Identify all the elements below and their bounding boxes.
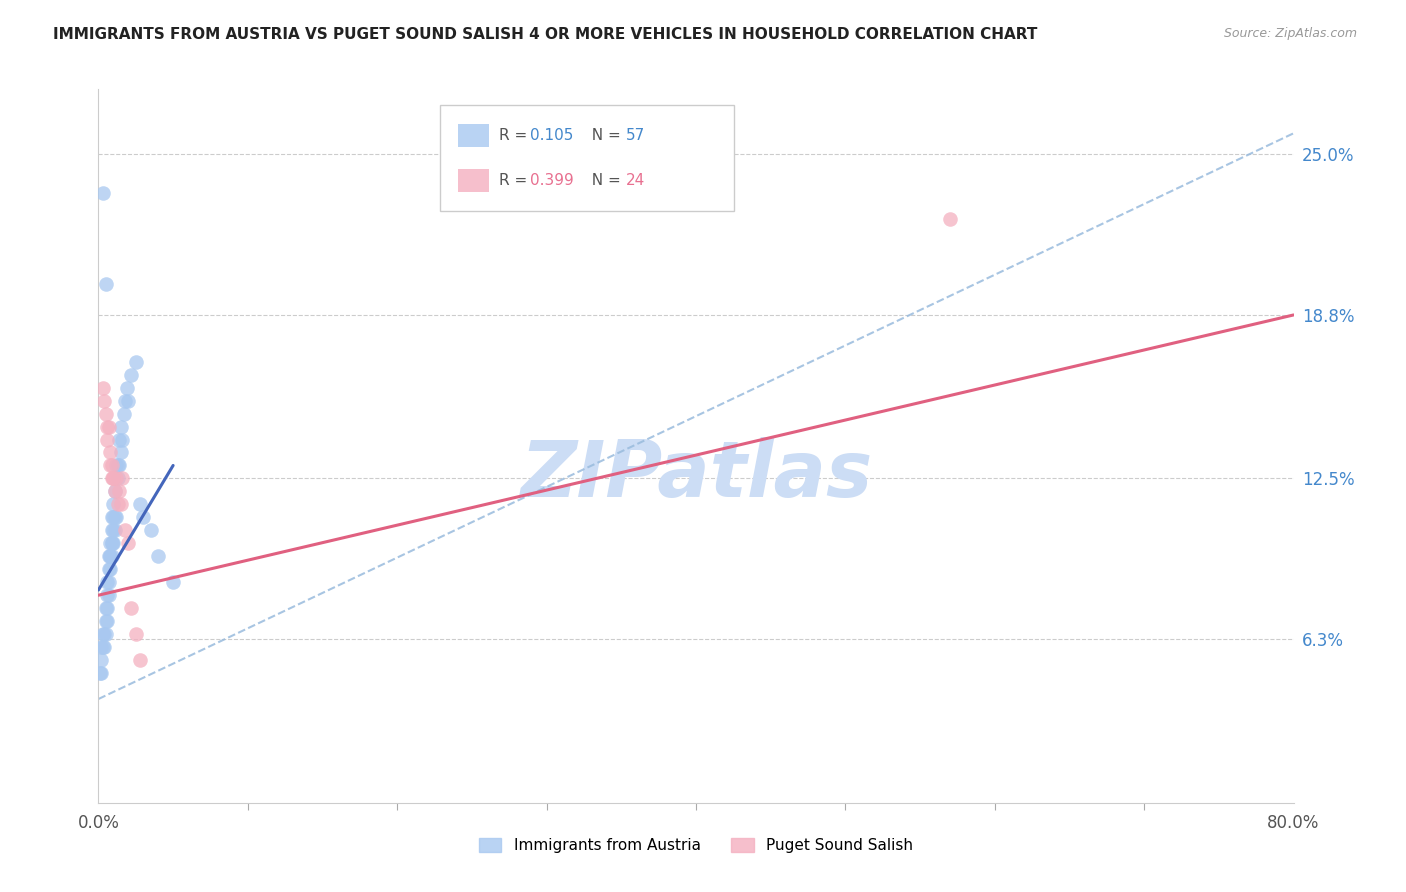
Point xyxy=(110,497,132,511)
Point xyxy=(98,549,122,564)
Point xyxy=(101,524,124,538)
Point xyxy=(98,536,122,550)
Point xyxy=(98,445,122,459)
Point xyxy=(101,549,124,564)
Point xyxy=(97,549,120,564)
Point xyxy=(105,510,128,524)
Point xyxy=(111,433,134,447)
Point xyxy=(104,524,127,538)
Point xyxy=(108,484,131,499)
Point xyxy=(96,419,118,434)
Point xyxy=(94,277,117,291)
Point xyxy=(91,186,114,200)
Point xyxy=(97,588,120,602)
Point xyxy=(97,575,120,590)
Point xyxy=(104,484,127,499)
Point xyxy=(104,484,127,499)
Point xyxy=(162,575,184,590)
Point xyxy=(93,627,115,641)
Point xyxy=(103,471,125,485)
Point xyxy=(89,666,111,681)
Text: 57: 57 xyxy=(626,128,645,144)
Point xyxy=(132,510,155,524)
Point xyxy=(96,433,118,447)
Point xyxy=(90,653,112,667)
Point xyxy=(96,588,118,602)
Text: IMMIGRANTS FROM AUSTRIA VS PUGET SOUND SALISH 4 OR MORE VEHICLES IN HOUSEHOLD CO: IMMIGRANTS FROM AUSTRIA VS PUGET SOUND S… xyxy=(53,27,1038,42)
Text: N =: N = xyxy=(582,128,626,144)
Point xyxy=(939,211,962,226)
Point xyxy=(96,601,118,615)
Point xyxy=(104,510,127,524)
Point xyxy=(103,524,125,538)
Point xyxy=(148,549,170,564)
Point xyxy=(91,627,114,641)
Point xyxy=(96,575,118,590)
Point xyxy=(129,653,152,667)
Point xyxy=(105,471,128,485)
Point xyxy=(120,601,142,615)
Point xyxy=(97,419,120,434)
Text: ZIPatlas: ZIPatlas xyxy=(520,436,872,513)
Point xyxy=(94,614,117,628)
Point xyxy=(125,627,148,641)
Legend: Immigrants from Austria, Puget Sound Salish: Immigrants from Austria, Puget Sound Sal… xyxy=(472,832,920,859)
Point xyxy=(90,640,112,654)
Point xyxy=(101,471,124,485)
Point xyxy=(103,497,125,511)
Point xyxy=(94,407,117,421)
Point xyxy=(103,471,125,485)
Point xyxy=(101,458,124,473)
Point xyxy=(96,614,118,628)
Point xyxy=(107,497,129,511)
Point xyxy=(90,666,112,681)
Point xyxy=(94,601,117,615)
Point xyxy=(117,393,139,408)
Point xyxy=(139,524,162,538)
Point xyxy=(105,458,128,473)
Text: 0.105: 0.105 xyxy=(530,128,574,144)
Point xyxy=(98,549,122,564)
Text: 0.399: 0.399 xyxy=(530,173,574,188)
Point xyxy=(107,458,129,473)
Point xyxy=(129,497,152,511)
Point xyxy=(108,458,131,473)
Text: R =: R = xyxy=(499,173,533,188)
Point xyxy=(120,368,142,382)
Point xyxy=(93,640,115,654)
Point xyxy=(114,393,136,408)
Point xyxy=(110,445,132,459)
Point xyxy=(110,419,132,434)
Point xyxy=(101,536,124,550)
Point xyxy=(94,627,117,641)
Point xyxy=(98,458,122,473)
Point xyxy=(115,381,138,395)
Point xyxy=(107,471,129,485)
Text: N =: N = xyxy=(582,173,626,188)
Point xyxy=(91,381,114,395)
Text: R =: R = xyxy=(499,128,533,144)
Point xyxy=(125,354,148,368)
Text: 24: 24 xyxy=(626,173,645,188)
Point xyxy=(101,536,124,550)
Point xyxy=(111,471,134,485)
Text: Source: ZipAtlas.com: Source: ZipAtlas.com xyxy=(1223,27,1357,40)
Point xyxy=(98,562,122,576)
Point xyxy=(112,407,135,421)
Point xyxy=(108,433,131,447)
Point xyxy=(117,536,139,550)
Point xyxy=(93,393,115,408)
Point xyxy=(103,510,125,524)
Point xyxy=(101,510,124,524)
Point xyxy=(91,640,114,654)
Point xyxy=(97,562,120,576)
Point xyxy=(103,536,125,550)
Point xyxy=(114,524,136,538)
